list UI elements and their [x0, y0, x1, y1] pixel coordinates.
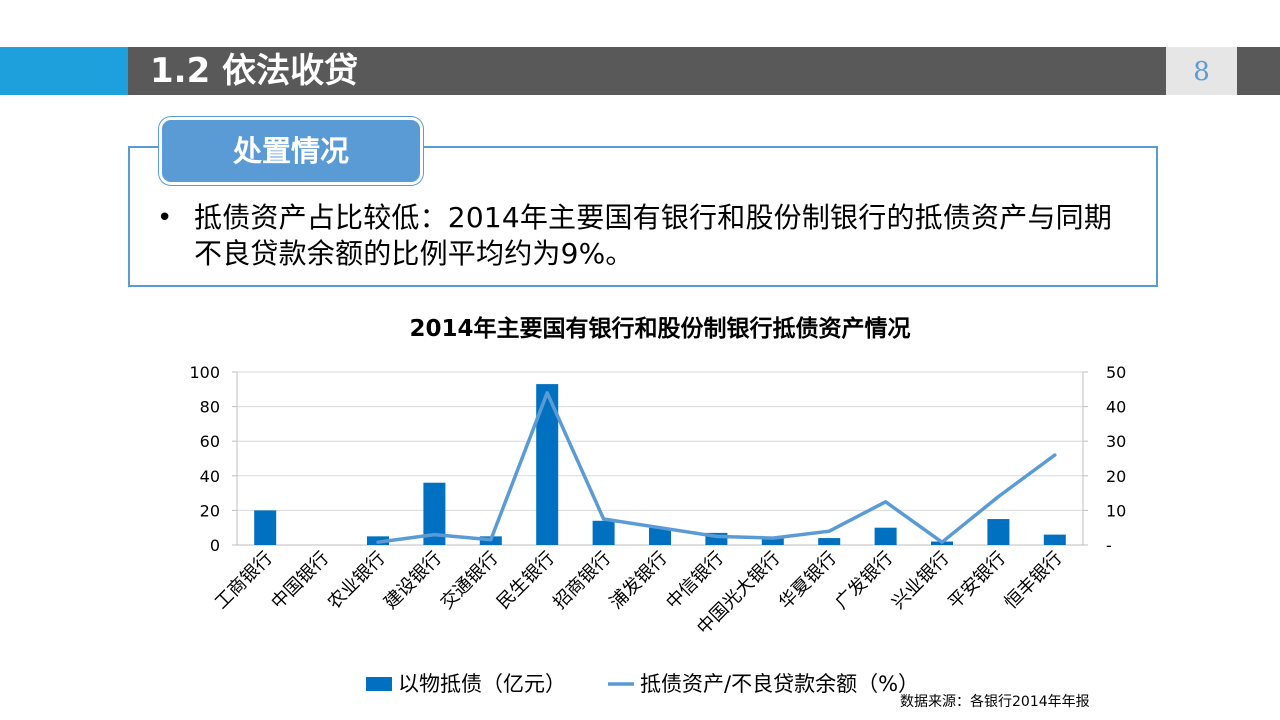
line-series	[376, 391, 1057, 544]
bullet-text: 抵债资产占比较低：2014年主要国有银行和股份制银行的抵债资产与同期不良贷款余额…	[194, 201, 1113, 270]
chart-title: 2014年主要国有银行和股份制银行抵债资产情况	[409, 315, 910, 342]
callout-tab-label: 处置情况	[232, 134, 349, 168]
right-axis-tick-label: 30	[1106, 432, 1126, 451]
bar	[536, 384, 559, 545]
header-bar	[128, 47, 1166, 95]
right-axis-tick-label: 40	[1106, 398, 1126, 417]
left-axis-tick-label: 20	[200, 501, 220, 520]
right-axis-tick-label: 10	[1106, 501, 1126, 520]
bar	[761, 538, 784, 545]
category-label: 平安银行	[944, 548, 1010, 614]
bullet-icon: •	[157, 203, 173, 233]
category-label: 招商银行	[549, 548, 615, 614]
category-label: 兴业银行	[888, 548, 954, 614]
bar	[874, 527, 897, 545]
bar	[1043, 534, 1066, 545]
page-number-box: 8	[1166, 47, 1237, 95]
left-axis-tick-label: 60	[200, 432, 220, 451]
bar	[649, 527, 671, 545]
right-axis-tick-label: -	[1106, 536, 1112, 555]
left-axis-tick-label: 0	[210, 536, 220, 555]
category-label: 农业银行	[324, 548, 390, 614]
category-label: 华夏银行	[775, 548, 841, 614]
right-axis: - 10 20 30 40 50	[1082, 363, 1126, 555]
category-label: 恒丰银行	[1001, 548, 1067, 614]
category-label: 工商银行	[211, 548, 277, 614]
legend-bar-label: 以物抵债（亿元）	[398, 672, 566, 696]
category-label: 广发银行	[831, 548, 897, 614]
bar	[818, 538, 841, 545]
bar	[423, 482, 446, 545]
category-label: 交通银行	[437, 548, 503, 614]
bar	[254, 510, 277, 545]
left-axis-tick-label: 80	[200, 398, 220, 417]
category-label: 中国银行	[267, 548, 333, 614]
legend-line-label: 抵债资产/不良贷款余额（%）	[640, 672, 919, 696]
page-title: 1.2 依法收贷	[150, 51, 359, 91]
left-axis-tick-label: 100	[189, 363, 220, 382]
gridlines	[237, 371, 1083, 546]
line-series-path	[376, 391, 1057, 544]
category-label: 民生银行	[493, 548, 559, 614]
bar	[592, 520, 615, 545]
page-number: 8	[1193, 57, 1210, 87]
category-label: 浦发银行	[606, 548, 672, 614]
source-note: 数据来源：各银行2014年年报	[900, 694, 1090, 710]
legend: 以物抵债（亿元） 抵债资产/不良贷款余额（%）	[366, 672, 919, 696]
right-axis-tick-label: 20	[1106, 467, 1126, 486]
right-axis-tick-label: 50	[1106, 363, 1126, 382]
header-tail-bar	[1237, 47, 1280, 95]
left-axis: 0 20 40 60 80 100	[189, 363, 238, 555]
category-label: 建设银行	[380, 548, 446, 614]
left-axis-tick-label: 40	[200, 467, 220, 486]
header-accent-bar	[0, 47, 128, 95]
bar	[987, 519, 1010, 545]
callout-tab: 处置情况	[159, 117, 423, 185]
bar-series	[254, 384, 1066, 545]
legend-bar-swatch	[366, 677, 392, 691]
category-labels: 工商银行中国银行农业银行建设银行交通银行民生银行招商银行浦发银行中信银行中国光大…	[211, 548, 1066, 639]
